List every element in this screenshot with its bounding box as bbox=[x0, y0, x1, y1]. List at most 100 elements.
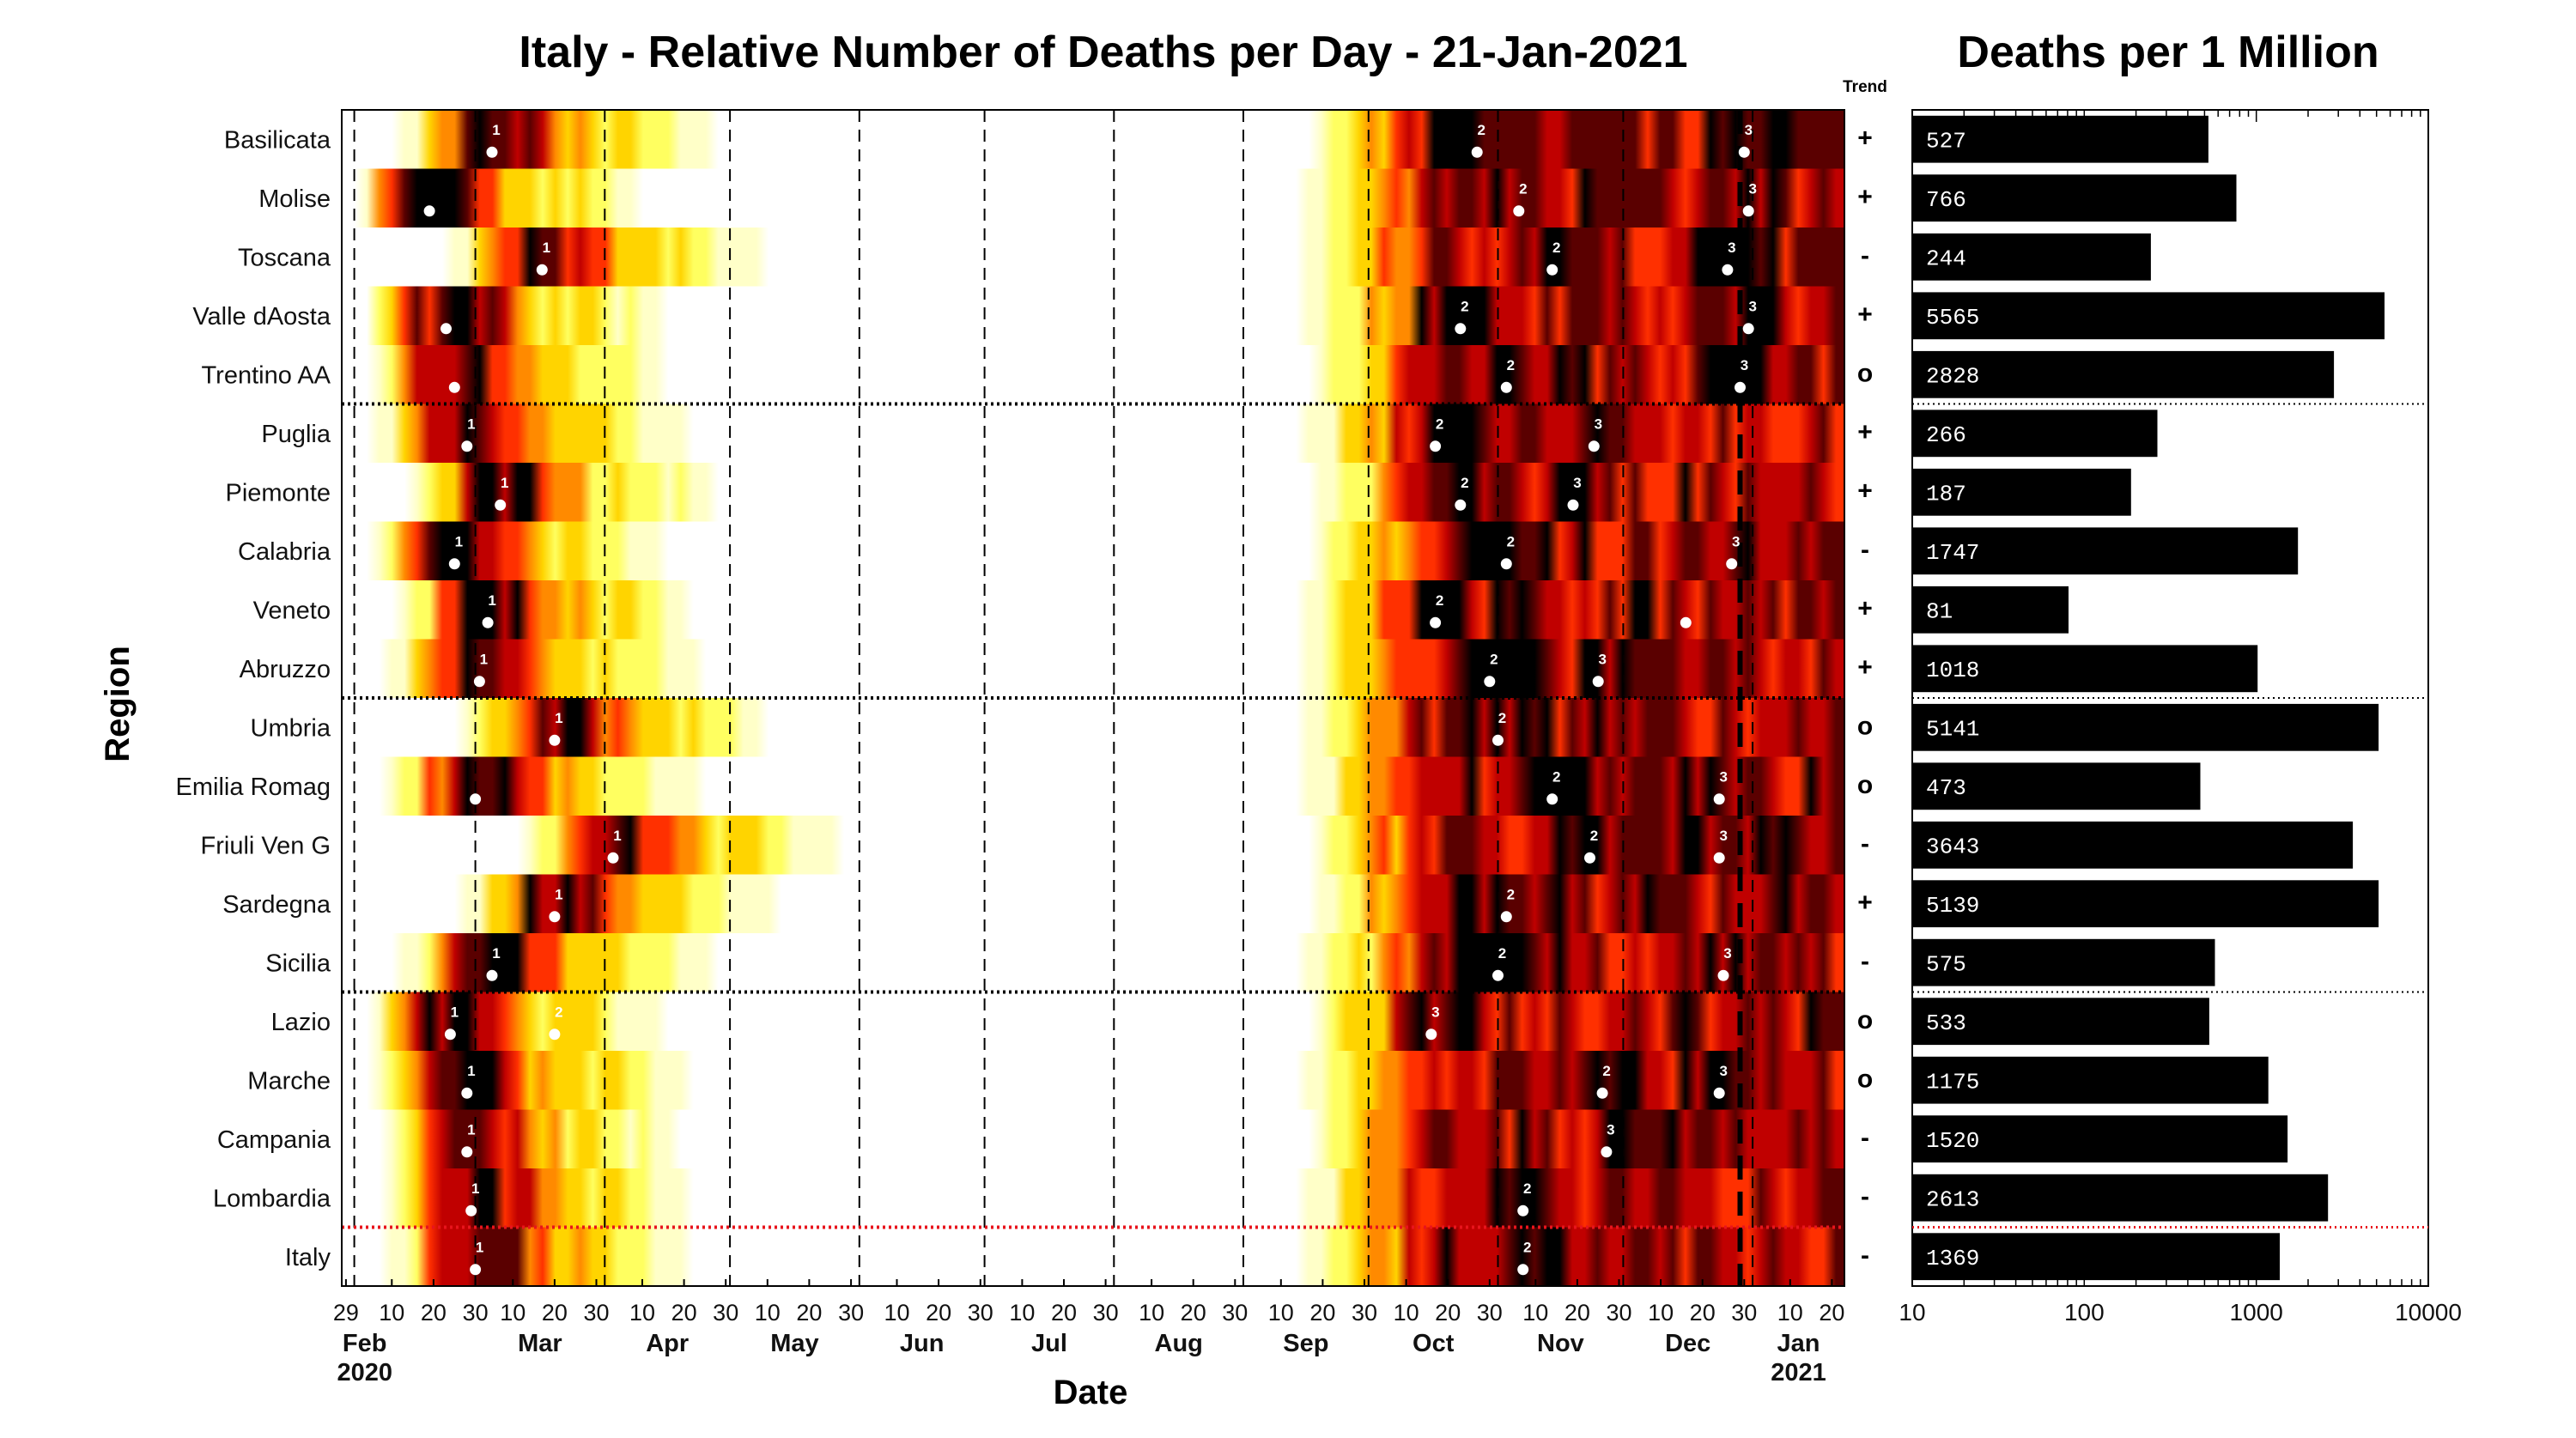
peak-label: 2 bbox=[1552, 240, 1560, 256]
peak-marker bbox=[549, 734, 561, 746]
peak-label: 2 bbox=[1498, 945, 1506, 962]
x-tick-label: 20 bbox=[1051, 1300, 1077, 1326]
bar-x-tick-label: 100 bbox=[2064, 1299, 2105, 1326]
peak-marker bbox=[1517, 1204, 1529, 1217]
x-year-label: 2020 bbox=[337, 1359, 392, 1386]
bar-value-label: 5141 bbox=[1926, 716, 1979, 742]
peak-label: 1 bbox=[467, 416, 475, 432]
x-tick-label: 10 bbox=[629, 1300, 655, 1326]
heat-row bbox=[342, 874, 1844, 933]
x-month-label: Dec bbox=[1665, 1330, 1710, 1357]
bar bbox=[1912, 938, 2215, 986]
region-label: Puglia bbox=[261, 421, 331, 448]
peak-label: 2 bbox=[1519, 180, 1527, 197]
bar-value-label: 187 bbox=[1926, 481, 1966, 507]
bar-value-label: 1520 bbox=[1926, 1128, 1979, 1154]
x-tick-label: 20 bbox=[926, 1300, 951, 1326]
bar-value-label: 244 bbox=[1926, 246, 1966, 271]
peak-label: 1 bbox=[488, 592, 495, 609]
peak-label: 2 bbox=[1523, 1180, 1531, 1197]
bar-layer: 10 100 1000 10000 527 766 244 5565 2828 266 187 174… bbox=[1899, 109, 2462, 1326]
trend-marker: + bbox=[1857, 889, 1873, 917]
x-month-label: May bbox=[770, 1330, 818, 1357]
x-month-label: Aug bbox=[1155, 1330, 1203, 1357]
bar-chart-title: Deaths per 1 Million bbox=[1957, 27, 2379, 77]
region-label: Veneto bbox=[253, 597, 331, 624]
peak-marker bbox=[1596, 1087, 1608, 1099]
peak-label: 3 bbox=[1573, 475, 1581, 491]
bar-x-tick-label: 10 bbox=[1899, 1299, 1925, 1326]
bar bbox=[1912, 410, 2158, 458]
x-axis-label: Date bbox=[1054, 1374, 1128, 1411]
heat-row bbox=[342, 639, 1844, 698]
trend-header: Trend bbox=[1843, 78, 1887, 96]
peak-label: 1 bbox=[613, 828, 621, 844]
trend-marker: o bbox=[1857, 1006, 1873, 1035]
peak-label: 3 bbox=[1732, 533, 1740, 549]
bar-value-label: 3643 bbox=[1926, 834, 1979, 859]
peak-label: 3 bbox=[1748, 180, 1756, 197]
peak-label: 1 bbox=[467, 1121, 475, 1138]
bar-x-tick-label: 10000 bbox=[2395, 1299, 2462, 1326]
trend-marker: - bbox=[1861, 536, 1869, 564]
peak-marker bbox=[607, 852, 619, 864]
peak-label: 3 bbox=[1719, 768, 1727, 785]
heat-row bbox=[342, 1109, 1844, 1168]
x-tick-label: 20 bbox=[1690, 1300, 1716, 1326]
bar bbox=[1912, 1056, 2269, 1104]
peak-label: 2 bbox=[1507, 357, 1515, 373]
x-tick-label: 30 bbox=[1477, 1300, 1503, 1326]
bar bbox=[1912, 703, 2379, 751]
bar-value-label: 527 bbox=[1926, 128, 1966, 154]
x-tick-label: 30 bbox=[1093, 1300, 1119, 1326]
x-tick-label: 20 bbox=[1181, 1300, 1206, 1326]
peak-label: 2 bbox=[555, 1004, 562, 1020]
peak-label: 1 bbox=[492, 945, 500, 962]
x-tick-label: 10 bbox=[1139, 1300, 1164, 1326]
bar-value-label: 1018 bbox=[1926, 658, 1979, 683]
peak-marker bbox=[1738, 146, 1750, 158]
region-label: Calabria bbox=[238, 538, 331, 566]
peak-marker bbox=[1717, 969, 1729, 981]
x-tick-label: 20 bbox=[1564, 1300, 1590, 1326]
peak-label: 3 bbox=[1745, 122, 1753, 138]
heat-row bbox=[342, 345, 1844, 404]
peak-marker bbox=[1680, 616, 1692, 628]
x-month-label: Mar bbox=[518, 1330, 562, 1357]
bar-value-label: 766 bbox=[1926, 187, 1966, 213]
bar-value-label: 1369 bbox=[1926, 1246, 1979, 1271]
heat-row bbox=[342, 1168, 1844, 1228]
bar-value-label: 2613 bbox=[1926, 1186, 1979, 1212]
peak-marker bbox=[470, 1264, 482, 1276]
heat-row bbox=[342, 580, 1844, 640]
peak-marker bbox=[1588, 440, 1600, 452]
peak-marker bbox=[1492, 969, 1504, 981]
bar bbox=[1912, 174, 2237, 222]
region-label: Sardegna bbox=[222, 891, 331, 919]
peak-marker bbox=[1471, 146, 1483, 158]
peak-marker bbox=[444, 1028, 456, 1041]
peak-label: 2 bbox=[1477, 122, 1485, 138]
x-month-label: Sep bbox=[1283, 1330, 1328, 1357]
peak-label: 1 bbox=[555, 710, 562, 726]
peak-marker bbox=[1722, 264, 1734, 276]
x-month-label: Jan bbox=[1777, 1330, 1820, 1357]
peak-marker bbox=[1567, 499, 1579, 511]
trend-marker: - bbox=[1861, 829, 1869, 858]
peak-label: 2 bbox=[1461, 298, 1468, 314]
x-tick-label: 30 bbox=[1352, 1300, 1377, 1326]
x-tick-label: 30 bbox=[1731, 1300, 1757, 1326]
peak-marker bbox=[486, 969, 498, 981]
peak-marker bbox=[1455, 323, 1467, 335]
region-label: Emilia Romag bbox=[176, 774, 331, 801]
peak-marker bbox=[1513, 205, 1525, 217]
x-tick-label: 20 bbox=[542, 1300, 568, 1326]
peak-marker bbox=[1430, 440, 1442, 452]
x-tick-label: 10 bbox=[1522, 1300, 1548, 1326]
x-tick-label: 10 bbox=[1268, 1300, 1294, 1326]
peak-label: 1 bbox=[501, 475, 508, 491]
peak-marker bbox=[1742, 323, 1754, 335]
peak-marker bbox=[465, 1204, 477, 1217]
peak-label: 1 bbox=[467, 1063, 475, 1079]
